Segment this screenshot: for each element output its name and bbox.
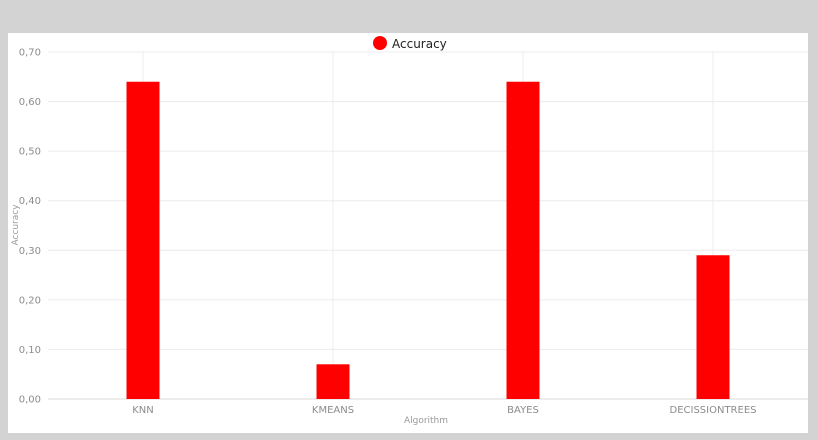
x-axis-title: Algorithm — [404, 416, 448, 426]
bars — [126, 81, 730, 399]
x-tick-label: BAYES — [507, 405, 539, 416]
y-axis-ticks: 0,00 0,10 0,20 0,30 0,40 0,50 0,60 0,70 — [19, 48, 41, 406]
bar-decissiontrees[interactable] — [696, 255, 730, 399]
x-axis-ticks: KNN KMEANS BAYES DECISSIONTREES — [132, 405, 756, 416]
legend-swatch — [373, 36, 387, 50]
x-tick-label: DECISSIONTREES — [670, 405, 757, 416]
y-tick-label: 0,70 — [19, 48, 41, 59]
y-axis-title: Accuracy — [11, 204, 21, 246]
legend[interactable]: Accuracy — [373, 36, 447, 51]
y-tick-label: 0,00 — [19, 395, 41, 406]
gridlines — [48, 51, 808, 400]
y-tick-label: 0,20 — [19, 295, 41, 306]
y-tick-label: 0,50 — [19, 147, 41, 158]
bar-kmeans[interactable] — [316, 364, 350, 399]
bar-knn[interactable] — [126, 81, 160, 399]
x-tick-label: KMEANS — [312, 405, 354, 416]
legend-label: Accuracy — [392, 37, 447, 51]
chart-panel: 0,00 0,10 0,20 0,30 0,40 0,50 0,60 0,70 KNN KMEA… — [8, 33, 808, 433]
y-tick-label: 0,30 — [19, 246, 41, 257]
x-tick-label: KNN — [132, 405, 154, 416]
y-tick-label: 0,10 — [19, 345, 41, 356]
bar-bayes[interactable] — [506, 81, 540, 399]
y-tick-label: 0,40 — [19, 196, 41, 207]
y-tick-label: 0,60 — [19, 97, 41, 108]
bar-chart: 0,00 0,10 0,20 0,30 0,40 0,50 0,60 0,70 KNN KMEA… — [11, 36, 808, 426]
